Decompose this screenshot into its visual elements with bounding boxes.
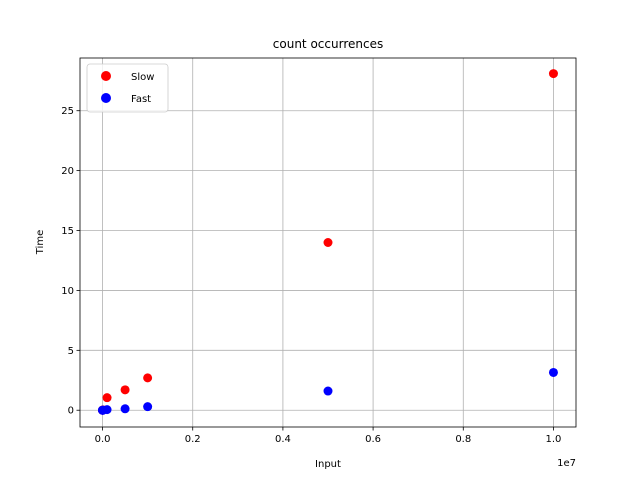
x-tick-label: 0.8 bbox=[455, 434, 471, 445]
x-tick-label: 0.2 bbox=[185, 434, 201, 445]
y-tick-label: 20 bbox=[61, 166, 74, 177]
legend: Slow Fast bbox=[86, 63, 169, 113]
y-tick-label: 25 bbox=[61, 106, 74, 117]
data-point-fast bbox=[102, 405, 112, 415]
x-axis-offset-label: 1e7 bbox=[557, 458, 576, 469]
legend-marker-slow bbox=[101, 71, 111, 81]
data-point-fast bbox=[143, 402, 153, 412]
y-tick-label: 5 bbox=[68, 346, 74, 357]
x-tick-label: 0.6 bbox=[365, 434, 381, 445]
data-point-fast bbox=[548, 367, 558, 377]
data-point-slow bbox=[120, 385, 130, 395]
y-tick-label: 0 bbox=[68, 406, 74, 417]
y-tick-label: 15 bbox=[61, 226, 74, 237]
data-point-slow bbox=[102, 393, 112, 403]
chart-title: count occurrences bbox=[273, 37, 383, 51]
axis-ticks: 0.0 0.2 0.4 0.6 0.8 1.0 0 5 10 15 20 25 bbox=[61, 106, 561, 445]
data-point-slow bbox=[548, 69, 558, 79]
data-point-slow bbox=[143, 373, 153, 383]
legend-label-slow: Slow bbox=[131, 72, 154, 83]
data-point-fast bbox=[120, 404, 130, 414]
y-tick-label: 10 bbox=[61, 286, 74, 297]
data-point-slow bbox=[323, 238, 333, 247]
legend-box bbox=[86, 63, 169, 113]
data-point-fast bbox=[323, 386, 333, 396]
data-points bbox=[98, 69, 558, 415]
legend-label-fast: Fast bbox=[131, 94, 151, 105]
y-axis-label: Time bbox=[35, 230, 46, 255]
legend-marker-fast bbox=[101, 93, 111, 103]
x-tick-label: 1.0 bbox=[546, 434, 562, 445]
x-tick-label: 0.0 bbox=[95, 434, 111, 445]
grid bbox=[80, 58, 576, 427]
x-axis-label: Input bbox=[315, 459, 341, 470]
plot-area-frame bbox=[79, 57, 577, 428]
x-tick-label: 0.4 bbox=[275, 434, 291, 445]
